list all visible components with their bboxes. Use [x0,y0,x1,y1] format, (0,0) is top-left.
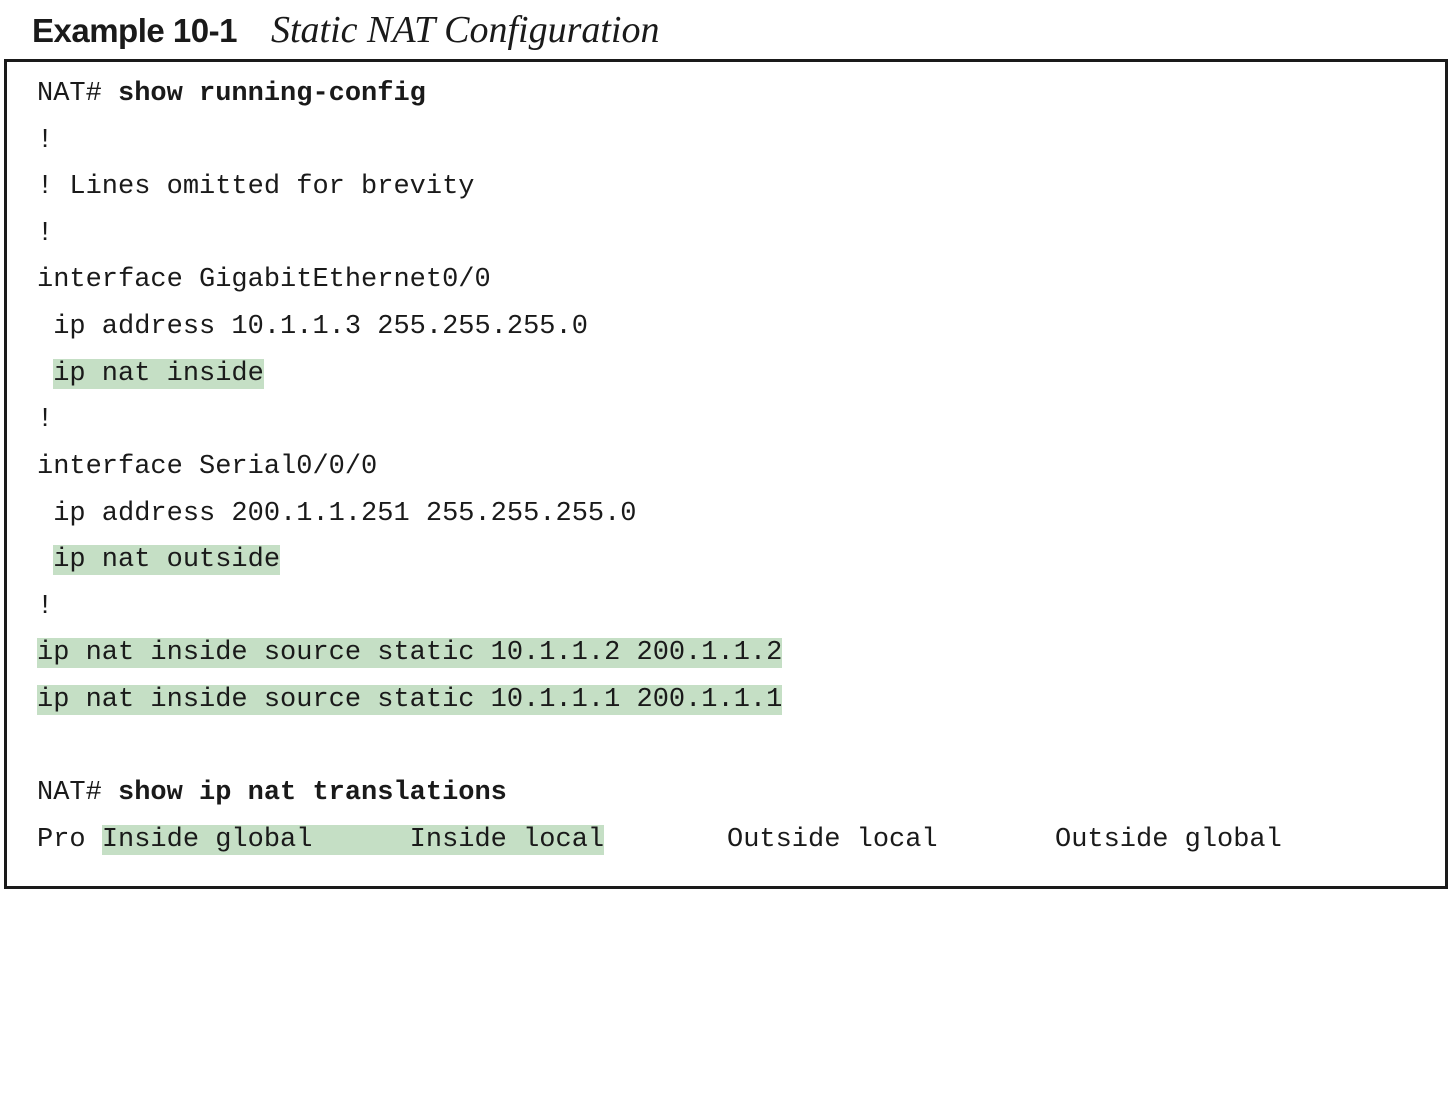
code-line-comment: ! [37,219,54,249]
header-pro: Pro [37,825,102,855]
cli-command: show ip nat translations [118,778,507,808]
highlighted-config: ip nat outside [53,545,281,575]
code-listing-box: NAT# show running-config ! ! Lines omitt… [4,59,1448,889]
cli-prompt: NAT# [37,778,119,808]
example-number: Example 10-1 [32,12,237,49]
code-listing: NAT# show running-config ! ! Lines omitt… [37,62,1282,1112]
code-line-interface-gi0-0: interface GigabitEthernet0/0 [37,265,491,295]
translation-table-header: Pro Inside global Inside local Outside lo… [37,822,1282,858]
code-line-comment: ! Lines omitted for brevity [37,172,475,202]
code-line-ip-address: ip address 10.1.1.3 255.255.255.0 [37,309,588,345]
highlighted-config: ip nat inside [53,359,264,389]
cli-command: show running-config [118,79,426,109]
code-line-ip-address: ip address 200.1.1.251 255.255.255.0 [37,496,637,532]
example-title: Static NAT Configuration [270,9,660,51]
example-caption: Example 10-1 Static NAT Configuration [32,8,659,52]
highlighted-config: ip nat inside source static 10.1.1.2 200… [37,638,783,668]
header-inside-global: Inside global Inside local [101,825,605,855]
code-line-prompt-translations: NAT# show ip nat translations [37,775,507,811]
config-text: ip address 10.1.1.3 255.255.255.0 [53,312,588,342]
code-line-comment: ! [37,405,54,435]
header-outside-local: Outside local [727,825,938,855]
code-line-prompt-running-config: NAT# show running-config [37,76,426,112]
header-outside-global: Outside global [1055,825,1282,855]
code-line-comment: ! [37,126,54,156]
config-text: ip address 200.1.1.251 255.255.255.0 [53,499,637,529]
code-line-ip-nat-inside: ip nat inside [37,356,264,392]
code-line-comment: ! [37,592,54,622]
code-line-interface-serial: interface Serial0/0/0 [37,452,378,482]
header-inside-local: Inside local [409,825,605,855]
code-line-static-nat-2: ip nat inside source static 10.1.1.1 200… [37,682,783,718]
code-line-static-nat-1: ip nat inside source static 10.1.1.2 200… [37,635,783,671]
cli-prompt: NAT# [37,79,119,109]
code-line-ip-nat-outside: ip nat outside [37,542,281,578]
highlighted-config: ip nat inside source static 10.1.1.1 200… [37,685,783,715]
